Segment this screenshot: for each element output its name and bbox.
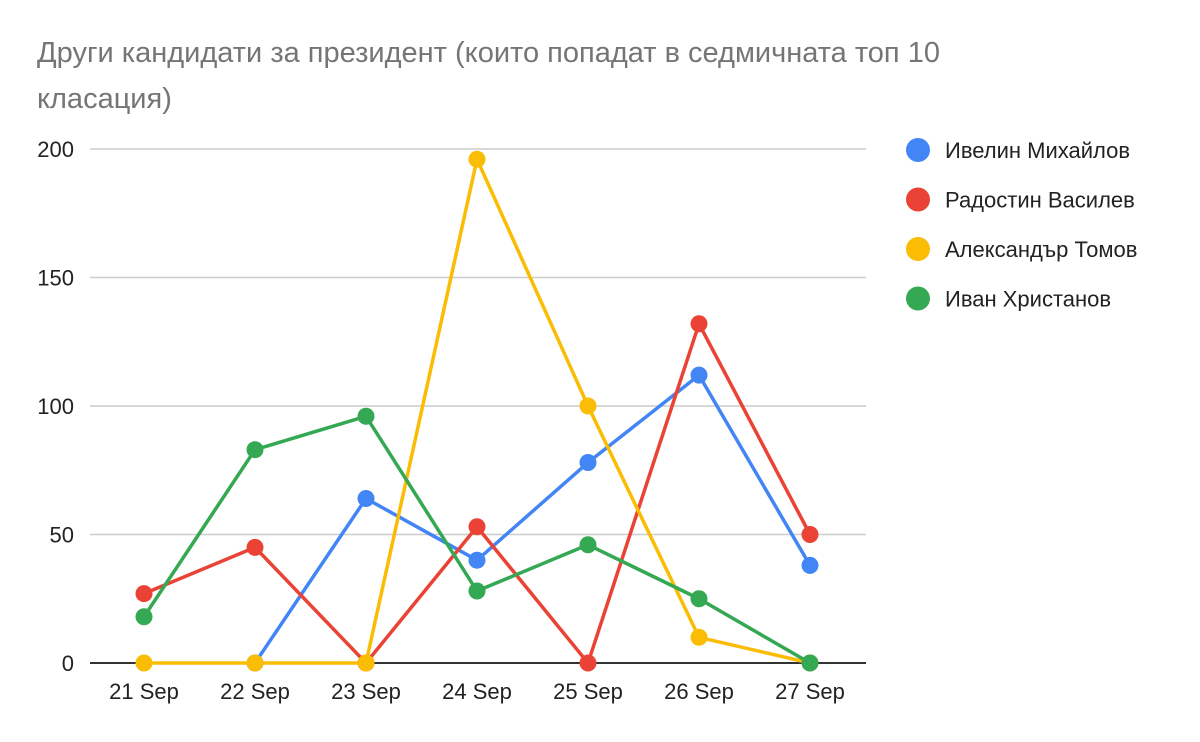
data-point	[579, 654, 597, 672]
data-point	[135, 585, 153, 603]
data-point	[246, 441, 264, 459]
legend-marker	[906, 286, 930, 311]
legend-marker	[906, 187, 930, 212]
data-point	[135, 608, 153, 626]
series-line	[142, 414, 812, 665]
data-point	[246, 654, 264, 672]
data-point	[468, 582, 486, 600]
y-tick-label: 0	[62, 651, 74, 676]
y-tick-label: 100	[37, 394, 74, 419]
data-point	[579, 536, 597, 554]
y-tick-label: 150	[37, 266, 74, 291]
series-line	[253, 373, 812, 665]
x-tick-label: 26 Sep	[664, 679, 734, 704]
data-point	[801, 556, 819, 574]
data-point	[357, 490, 375, 508]
data-point	[579, 397, 597, 415]
legend-marker	[906, 138, 930, 162]
x-tick-label: 25 Sep	[553, 679, 623, 704]
data-point	[246, 538, 264, 556]
x-tick-label: 23 Sep	[331, 679, 401, 704]
y-tick-label: 50	[50, 523, 74, 548]
legend-label: Александър Томов	[945, 237, 1137, 262]
axes: 0 50 100 150 200 21 Sep 22 Sep 23 Sep 24 Sep 25 S…	[37, 137, 866, 704]
data-point	[690, 315, 708, 333]
legend-marker	[906, 237, 930, 261]
data-point	[801, 654, 819, 672]
data-point	[690, 590, 708, 608]
series-line	[142, 322, 812, 665]
data-point	[357, 654, 375, 672]
gridlines	[90, 148, 866, 536]
data-point	[468, 551, 486, 569]
legend-label: Ивелин Михайлов	[945, 138, 1130, 163]
data-point	[579, 454, 597, 472]
y-tick-label: 200	[37, 137, 74, 162]
data-point	[801, 526, 819, 543]
x-tick-label: 27 Sep	[775, 679, 845, 704]
data-point	[135, 654, 153, 672]
data-point	[468, 518, 486, 536]
x-tick-label: 24 Sep	[442, 679, 512, 704]
data-point	[690, 366, 708, 384]
x-tick-label: 21 Sep	[109, 679, 179, 704]
data-point	[468, 150, 486, 168]
legend-label: Радостин Василев	[945, 188, 1135, 213]
legend-label: Иван Христанов	[945, 287, 1111, 312]
chart-title: Други кандидати за президент (които попа…	[37, 37, 940, 115]
data-point	[357, 407, 375, 425]
legend: Ивелин Михайлов Радостин Василев Александъ…	[906, 138, 1137, 312]
x-tick-label: 22 Sep	[220, 679, 290, 704]
series-points	[135, 150, 819, 672]
data-point	[690, 628, 708, 646]
